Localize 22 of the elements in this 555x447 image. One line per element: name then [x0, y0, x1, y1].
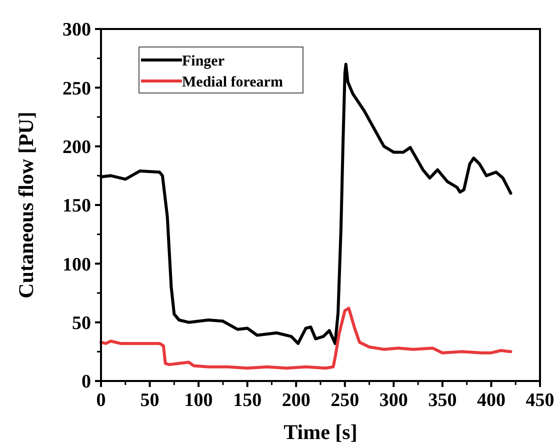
legend-label: Medial forearm [182, 74, 284, 90]
line-series [100, 306, 512, 370]
x-tick-label: 0 [96, 390, 106, 411]
x-tick-label: 400 [476, 390, 506, 411]
y-tick-label: 250 [62, 78, 91, 100]
x-tick-label: 50 [140, 390, 160, 411]
x-tick-label: 300 [379, 390, 408, 411]
x-axis-title: Time [s] [284, 420, 358, 444]
y-tick-label: 300 [62, 20, 91, 41]
y-tick-label: 200 [62, 136, 91, 158]
y-tick-label: 100 [62, 254, 91, 276]
y-tick-label: 150 [62, 196, 91, 217]
x-tick-label: 350 [428, 390, 457, 411]
x-tick-label: 100 [184, 390, 213, 411]
y-tick-label: 0 [82, 372, 91, 393]
x-tick-label: 200 [282, 390, 310, 411]
x-tick-label: 150 [233, 390, 262, 411]
x-tick-label: 250 [330, 390, 360, 411]
y-axis-title: Cutaneous flow [PU] [14, 112, 38, 298]
legend-label: Finger [182, 53, 225, 70]
y-tick-label: 50 [72, 312, 91, 334]
x-tick-label: 450 [526, 390, 554, 411]
